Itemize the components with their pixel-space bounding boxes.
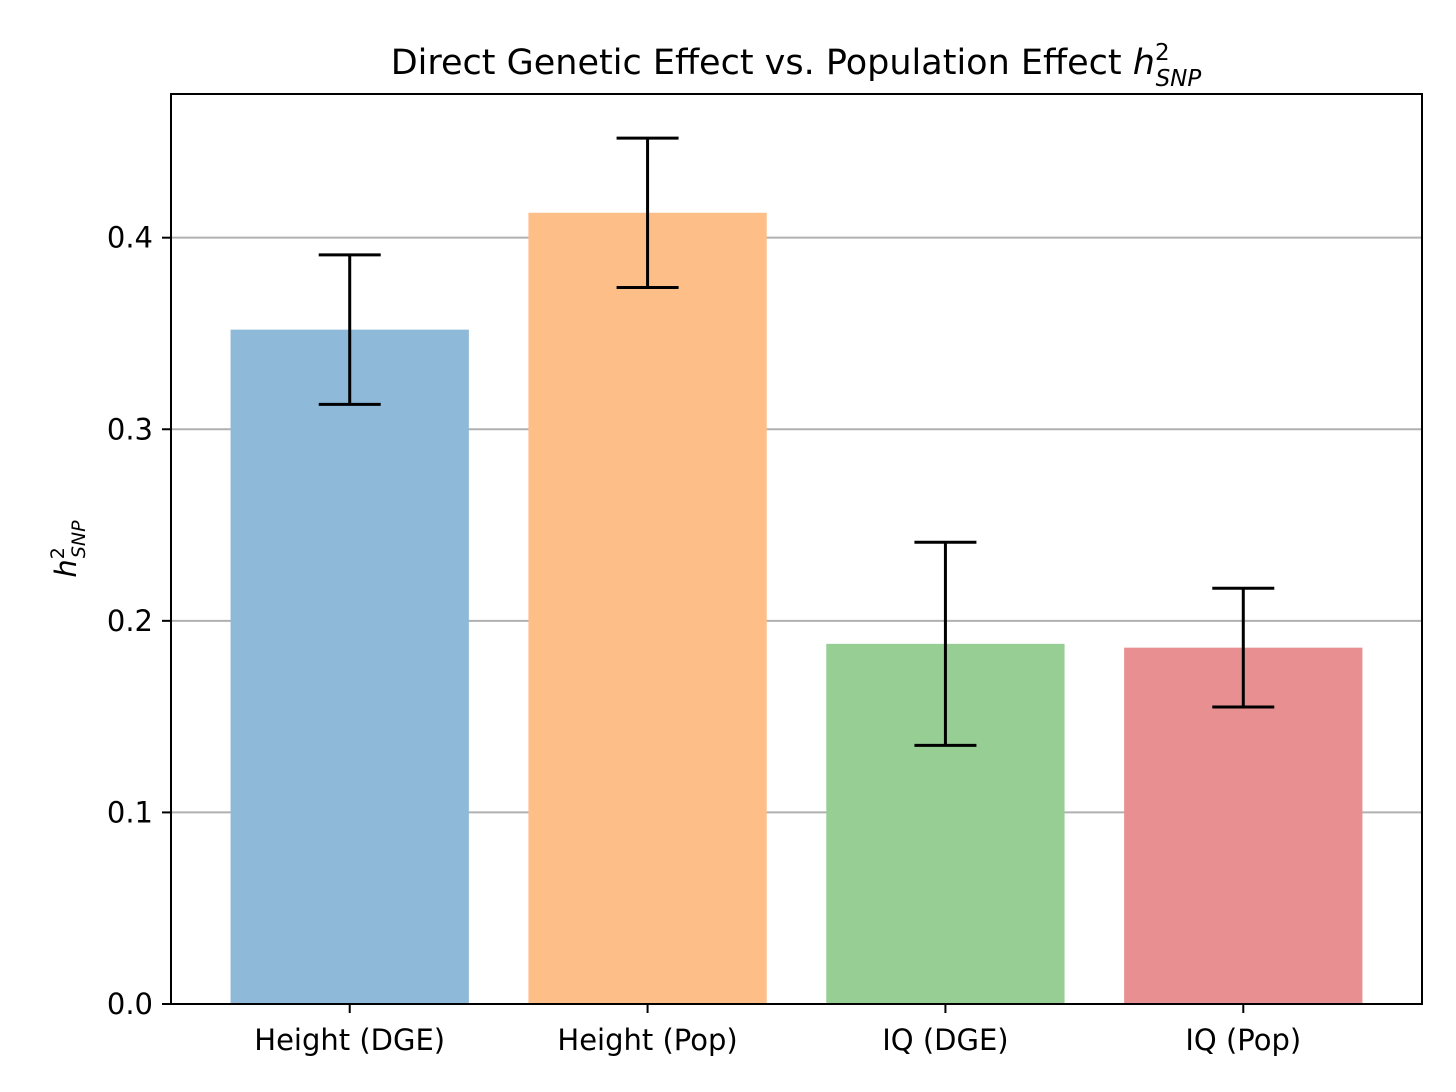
bar xyxy=(230,329,469,1005)
y-axis-label-subscript: SNP xyxy=(68,520,90,558)
y-tick-label: 0.0 xyxy=(107,987,153,1021)
chart-title: Direct Genetic Effect vs. Population Eff… xyxy=(391,40,1202,92)
x-tick-label: IQ (DGE) xyxy=(882,1023,1008,1057)
x-tick-label: Height (Pop) xyxy=(557,1023,737,1057)
y-axis-label-symbol: h xyxy=(49,559,83,577)
y-tick-label: 0.2 xyxy=(107,604,153,638)
y-axis-label-superscript: 2 xyxy=(47,547,69,559)
chart-title-text: Direct Genetic Effect vs. Population Eff… xyxy=(391,43,1133,83)
x-tick-label: Height (DGE) xyxy=(254,1023,445,1057)
y-tick-label: 0.3 xyxy=(107,412,153,446)
y-axis-label: h2SNP xyxy=(47,520,90,578)
error-bars xyxy=(318,136,1275,747)
chart-title-superscript: 2 xyxy=(1155,40,1170,66)
y-axis-ticks: 0.0 0.1 0.2 0.3 0.4 xyxy=(107,221,171,1021)
y-tick-label: 0.1 xyxy=(107,795,153,829)
bar xyxy=(528,212,767,1005)
chart-title-symbol: h xyxy=(1133,43,1155,83)
y-tick-label: 0.4 xyxy=(107,221,153,255)
x-tick-label: IQ (Pop) xyxy=(1185,1023,1301,1057)
chart-title-subscript: SNP xyxy=(1156,66,1202,92)
bars xyxy=(230,212,1363,1005)
axes-frame xyxy=(170,93,1423,1005)
x-axis-ticks: Height (DGE) Height (Pop) IQ (DGE) IQ (Pop) xyxy=(254,1004,1301,1057)
